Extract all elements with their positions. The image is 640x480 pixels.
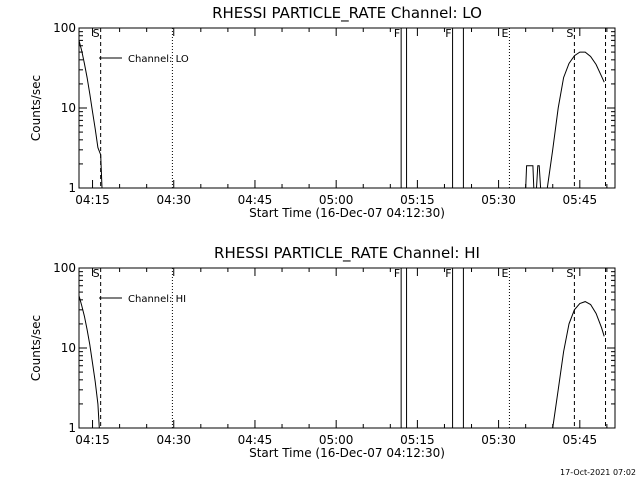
panel-1-marker-label: E [501,27,508,40]
panel-1-x-tick-label: 05:30 [481,193,516,207]
panel-2-series-line [78,295,100,429]
panel-1-x-tick-label: 05:15 [400,193,435,207]
panel-2-chart: RHESSI PARTICLE_RATE Channel: HI 1 10 100 04… [29,244,616,460]
panel-1-x-tick-label: 04:15 [75,193,110,207]
panel-1-x-axis-label: Start Time (16-Dec-07 04:12:30) [249,206,445,220]
panel-2-x-tick-label: 05:00 [319,433,354,447]
plot-timestamp: 17-Oct-2021 07:02 [560,468,636,477]
panel-1-series-line [525,165,535,189]
panel-1-marker-label: F [445,27,451,40]
panel-2-y-axis-label: Counts/sec [29,315,43,381]
panel-1-title: RHESSI PARTICLE_RATE Channel: LO [212,4,482,23]
panel-1-plot-frame [78,27,616,189]
panel-1-chart: RHESSI PARTICLE_RATE Channel: LO 1 10 100 04… [29,4,616,220]
panel-2-y-tick-label: 10 [61,341,76,355]
panel-2-y-tick-label: 1 [68,421,76,435]
panel-1-y-tick-label: 100 [53,21,76,35]
panel-1-series-line [536,165,542,189]
panel-1-y-axis-label: Counts/sec [29,75,43,141]
panel-1-marker-label: S [566,27,573,40]
panel-2-x-tick-label: 05:15 [400,433,435,447]
panel-2-marker-label: F [445,267,451,280]
panel-2-x-tick-label: 05:45 [563,433,598,447]
panel-2-marker-label: S [566,267,573,280]
panel-2-x-axis-label: Start Time (16-Dec-07 04:12:30) [249,446,445,460]
panel-1-series-line [546,51,605,189]
panel-2-y-tick-label: 100 [53,261,76,275]
panel-2-legend-label: Channel: HI [128,294,186,305]
panel-1-marker-label: S [93,27,100,40]
panel-1-legend-label: Channel: LO [128,54,189,65]
panel-1-y-tick-label: 1 [68,181,76,195]
panel-1-marker-label: F [394,27,400,40]
panel-2-x-tick-label: 04:15 [75,433,110,447]
panel-1-x-tick-label: 05:45 [563,193,598,207]
panel-2-x-tick-label: 04:30 [156,433,191,447]
panel-2-x-tick-label: 04:45 [238,433,273,447]
panel-1-x-tick-label: 04:45 [238,193,273,207]
panel-1-x-tick-label: 04:30 [156,193,191,207]
panel-2-marker-label: E [501,267,508,280]
panel-2-x-tick-label: 05:30 [481,433,516,447]
panel-2-plot-frame [78,267,616,429]
panel-2-marker-label: S [93,267,100,280]
panel-2-marker-label: F [394,267,400,280]
panel-2-series-line [552,301,605,429]
panel-1-series-line [78,40,103,189]
panel-2-title: RHESSI PARTICLE_RATE Channel: HI [214,244,480,263]
panel-1-y-tick-label: 10 [61,101,76,115]
panel-1-x-tick-label: 05:00 [319,193,354,207]
